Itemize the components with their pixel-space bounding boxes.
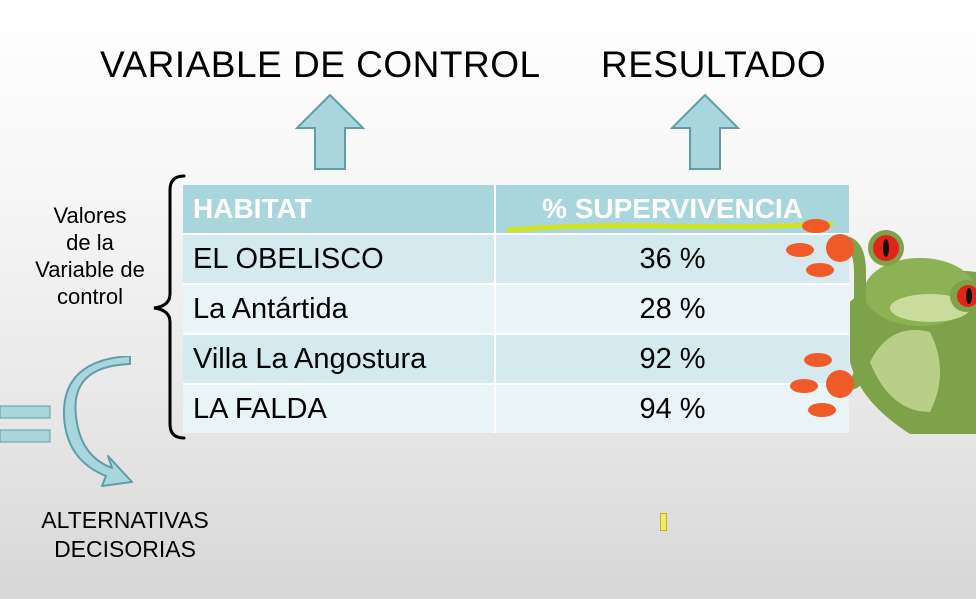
habitat-cell: Villa La Angostura [183,333,496,384]
decision-alternatives-label: ALTERNATIVAS DECISORIAS [10,506,240,564]
table-row: EL OBELISCO 36 % [183,233,849,284]
side-label-line: Variable de [35,257,145,282]
habitat-cell: LA FALDA [183,383,496,433]
curly-brace [153,174,186,440]
highlight-underline [506,221,834,233]
habitat-survival-table: HABITAT % SUPERVIVENCIA EL OBELISCO 36 %… [183,185,849,433]
up-arrow-control [295,93,365,170]
survival-cell: 36 % [495,233,849,284]
column-header-habitat: HABITAT [183,185,496,234]
bottom-label-line: DECISORIAS [54,536,196,562]
habitat-cell: EL OBELISCO [183,233,496,284]
equals-sign [0,405,51,443]
up-arrow-result [670,93,740,170]
curved-down-arrow [62,356,133,487]
cursor-marker [660,513,667,531]
heading-result: RESULTADO [601,44,827,85]
table-row: La Antártida 28 % [183,283,849,334]
habitat-cell: La Antártida [183,283,496,334]
survival-cell: 28 % [495,283,849,334]
survival-cell: 92 % [495,333,849,384]
side-label-line: Valores [53,203,127,228]
survival-cell: 94 % [495,383,849,433]
heading-control-variable: VARIABLE DE CONTROL [100,44,541,85]
side-label-line: de la [66,230,114,255]
table-row: LA FALDA 94 % [183,383,849,433]
bottom-label-line: ALTERNATIVAS [41,507,209,533]
control-values-label: Valores de la Variable de control [10,202,170,310]
frog-illustration [786,219,976,434]
table-row: Villa La Angostura 92 % [183,333,849,384]
side-label-line: control [56,284,124,309]
